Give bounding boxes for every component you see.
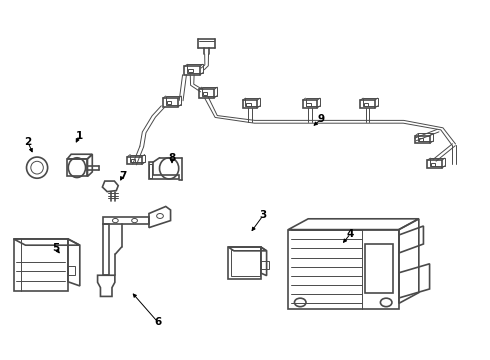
Text: 3: 3 — [260, 210, 267, 220]
Text: 7: 7 — [119, 171, 126, 181]
Text: 8: 8 — [169, 153, 175, 163]
Text: 6: 6 — [154, 317, 161, 327]
Text: 4: 4 — [347, 229, 354, 239]
Text: 1: 1 — [76, 131, 83, 141]
Text: 5: 5 — [52, 243, 59, 253]
Text: 9: 9 — [318, 114, 324, 124]
Text: 2: 2 — [24, 137, 31, 147]
